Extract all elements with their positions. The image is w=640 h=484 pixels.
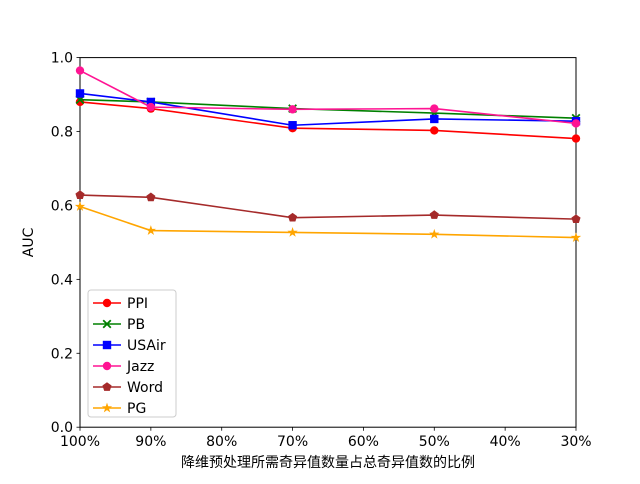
legend-label: Jazz — [126, 359, 154, 375]
legend-label: PG — [127, 401, 146, 417]
series-PG — [74, 201, 582, 242]
legend-label: USAir — [127, 338, 166, 354]
legend-entry-Word: Word — [93, 380, 163, 396]
y-tick-label: 0.4 — [51, 272, 73, 288]
y-axis: 0.0 0.2 0.4 0.6 0.8 1.0 AUC — [21, 51, 80, 436]
x-tick-label: 70% — [277, 434, 308, 450]
legend: PPI PB USAir Jazz Word PG — [87, 289, 177, 418]
x-tick-label: 80% — [206, 434, 237, 450]
y-tick-label: 0.0 — [51, 420, 73, 436]
x-tick-label: 100% — [60, 434, 100, 450]
legend-label: PB — [127, 317, 145, 333]
x-axis: 100% 90% 80% 70% 60% 50% 40% 30% 降维预处理所需奇异值数量占总奇… — [60, 427, 592, 471]
x-tick-label: 90% — [135, 434, 166, 450]
legend-entry-PPI: PPI — [93, 296, 148, 312]
x-tick-label: 30% — [560, 434, 591, 450]
x-axis-title: 降维预处理所需奇异值数量占总奇异值数的比例 — [181, 454, 475, 471]
legend-entry-USAir: USAir — [93, 338, 166, 354]
axes-spines — [79, 57, 577, 428]
legend-entry-Jazz: Jazz — [93, 359, 154, 375]
legend-entry-PG: PG — [93, 401, 146, 417]
series-Jazz — [75, 66, 581, 128]
legend-label: Word — [127, 380, 163, 396]
series-Word — [75, 190, 581, 223]
y-tick-label: 0.2 — [51, 346, 73, 362]
x-tick-label: 60% — [348, 434, 379, 450]
y-axis-title: AUC — [21, 227, 37, 257]
y-tick-label: 1.0 — [51, 51, 73, 67]
legend-entry-PB: PB — [93, 317, 145, 333]
y-tick-label: 0.8 — [51, 125, 73, 141]
x-tick-label: 50% — [419, 434, 450, 450]
y-tick-label: 0.6 — [51, 198, 73, 214]
legend-label: PPI — [127, 296, 148, 312]
x-tick-label: 40% — [490, 434, 521, 450]
